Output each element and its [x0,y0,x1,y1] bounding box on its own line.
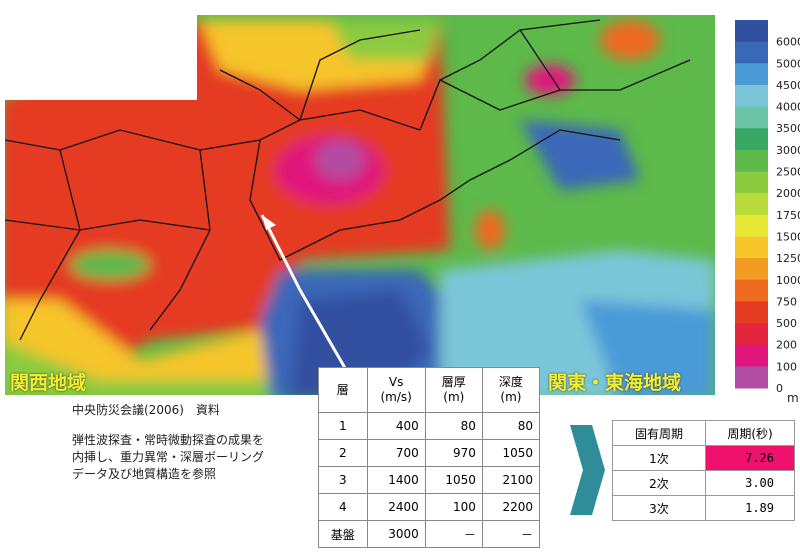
legend-swatch [735,193,768,216]
cell: 3次 [612,495,706,521]
legend-unit: m [787,391,799,405]
legend-label: 2000 [776,187,800,200]
source: 中央防災会議(2006) 資料 [72,403,220,417]
cell: 4 [318,493,368,521]
legend-label: 4500 [776,79,800,92]
cell: 3000 [366,520,426,548]
header-text: (m) [500,390,522,404]
legend-swatch [735,171,768,194]
legend-swatch [735,258,768,281]
cell: 2200 [481,493,541,521]
legend-swatch [735,323,768,346]
cell: － [481,520,541,548]
row: 4 2400 100 2200 [318,493,541,521]
row: 2 700 970 1050 [318,439,541,467]
cell: 1 [318,412,368,440]
legend-label: 1750 [776,209,800,222]
cell: 400 [366,412,426,440]
header-cell: 層厚 (m) [424,367,483,413]
region-label: 関西地域 [10,372,87,394]
legend-label: 1250 [776,252,800,265]
header-cell: 固有周期 [612,420,706,446]
legend-swatch [735,301,768,324]
row: 3 1400 1050 2100 [318,466,541,494]
legend-label: 2500 [776,166,800,179]
cell: 700 [366,439,426,467]
row: 1次 7.26 [612,445,795,471]
header-text: (m) [443,390,465,404]
note-line: 内挿し、重力異常・深層ボーリング [72,450,265,464]
row: 2次 3.00 [612,470,795,496]
notes: 弾性波探査・常時微動探査の成果を 内挿し、重力異常・深層ボーリング データ及び地質構… [72,432,264,483]
cell: 1400 [366,466,426,494]
cell: 2100 [481,466,541,494]
depth-map [5,15,715,395]
header-cell: 周期(秒) [705,420,795,446]
legend-label: 0 [776,382,783,395]
legend-swatch [735,344,768,367]
legend-label: 5000 [776,57,800,70]
legend-label: 200 [776,339,797,352]
cell: 1050 [481,439,541,467]
row: 基盤 3000 －－ [318,520,541,548]
legend-swatch [735,366,768,389]
legend-label: 4000 [776,101,800,114]
header-row: 固有周期 周期(秒) [612,420,795,446]
header-text: 層 [336,382,349,397]
cell: 970 [424,439,483,467]
note-line: データ及び地質構造を参照 [72,467,217,481]
cell: 7.26 [705,445,795,471]
header-cell: Vs (m/s) [366,367,426,413]
cell: 1.89 [705,495,795,521]
arrow-icon [570,425,605,515]
cell: 100 [424,493,483,521]
legend-label: 3500 [776,122,800,135]
cell: 80 [424,412,483,440]
color-legend: 6000500045004000350030002500200017501500… [735,20,800,405]
cell: 1050 [424,466,483,494]
legend-label: 100 [776,360,797,373]
legend-label: 3000 [776,144,800,157]
header-text: Vs [388,375,404,389]
cell: － [424,520,483,548]
legend-swatch [735,63,768,86]
legend-label: 6000 [776,36,800,49]
header-cell: 層 [318,367,368,413]
legend-label: 750 [776,295,797,308]
legend-label: 500 [776,317,797,330]
legend-swatch [735,20,768,43]
legend-swatch [735,128,768,151]
cell: 3 [318,466,368,494]
note-line: 弾性波探査・常時微動探査の成果を [72,433,265,447]
cell: 1次 [612,445,706,471]
legend-swatch [735,279,768,302]
period-table: 固有周期 周期(秒) 1次 7.26 2次 3.00 3次 1.89 [612,420,795,521]
cell: 2次 [612,470,706,496]
cell: 基盤 [318,520,368,548]
layer-table: 層 Vs (m/s) 層厚 (m) 深度 (m) 1 400 80 80 2 700 970 1050 3 14… [318,367,541,548]
cell: 2 [318,439,368,467]
header-text: 深度 [498,375,523,389]
row: 3次 1.89 [612,495,795,521]
legend-swatch [735,106,768,129]
cell: 80 [481,412,541,440]
row: 1 400 80 80 [318,412,541,440]
cell: 2400 [366,493,426,521]
header-text: (m/s) [380,390,412,404]
legend-swatch [735,214,768,237]
legend-label: 1500 [776,230,800,243]
region-label: 関東・東海地域 [548,372,682,394]
cell: 3.00 [705,470,795,496]
header-row: 層 Vs (m/s) 層厚 (m) 深度 (m) [318,367,541,413]
header-cell: 深度 (m) [481,367,541,413]
header-text: 層厚 [441,375,466,389]
legend-swatch [735,236,768,259]
legend-swatch [735,41,768,64]
legend-swatch [735,149,768,173]
legend-swatch [735,84,768,108]
